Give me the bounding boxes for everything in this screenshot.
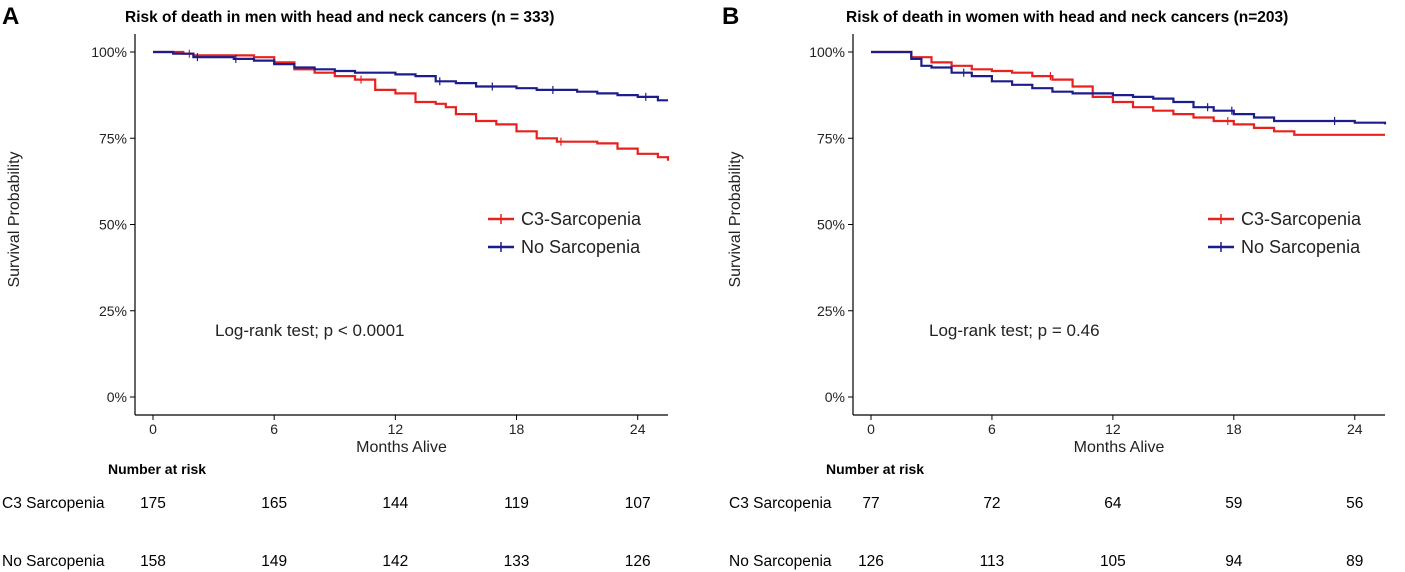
risk-table-value: 175 — [140, 495, 166, 512]
risk-table-value: 107 — [625, 495, 651, 512]
risk-table-title: Number at risk — [108, 461, 206, 477]
risk-table-value: 105 — [1100, 553, 1126, 570]
series-c3-sarcopenia-legend-label: C3-Sarcopenia — [1241, 209, 1362, 229]
x-tick-label: 0 — [867, 421, 875, 437]
panel-letter: B — [722, 3, 739, 30]
x-tick-label: 24 — [630, 421, 646, 437]
series-c3-sarcopenia-legend-label: C3-Sarcopenia — [521, 209, 642, 229]
risk-table-group-label: C3 Sarcopenia — [2, 495, 105, 512]
risk-table-value: 126 — [858, 553, 884, 570]
series-no-sarcopenia-legend-label: No Sarcopenia — [1241, 237, 1361, 257]
log-rank-annotation: Log-rank test; p < 0.0001 — [215, 321, 405, 340]
risk-table-group-label: C3 Sarcopenia — [729, 495, 832, 512]
risk-table-title: Number at risk — [826, 461, 924, 477]
y-tick-label: 25% — [817, 303, 845, 319]
y-tick-label: 75% — [817, 130, 845, 146]
risk-table-value: 142 — [382, 553, 408, 570]
risk-table-value: 64 — [1104, 495, 1122, 512]
x-axis-label: Months Alive — [1074, 439, 1165, 456]
series-c3-sarcopenia-curve — [871, 50, 1385, 136]
x-tick-label: 0 — [149, 421, 157, 437]
risk-table-value: 59 — [1225, 495, 1242, 512]
series-c3-sarcopenia-curve — [153, 50, 670, 161]
x-axis-label: Months Alive — [356, 439, 447, 456]
y-tick-label: 50% — [817, 217, 845, 233]
chart-title: Risk of death in women with head and nec… — [846, 9, 1288, 26]
risk-table-value: 165 — [261, 495, 287, 512]
risk-table-value: 77 — [862, 495, 879, 512]
x-tick-label: 24 — [1347, 421, 1363, 437]
y-tick-label: 100% — [809, 44, 845, 60]
series-no-sarcopenia-curve — [153, 50, 668, 102]
risk-table-value: 144 — [382, 495, 408, 512]
x-tick-label: 12 — [388, 421, 404, 437]
risk-table-value: 89 — [1346, 553, 1363, 570]
series-no-sarcopenia-curve — [871, 50, 1387, 125]
risk-table-value: 113 — [980, 553, 1005, 570]
risk-table-value: 94 — [1225, 553, 1243, 570]
risk-table-group-label: No Sarcopenia — [729, 553, 832, 570]
risk-table-value: 72 — [983, 495, 1000, 512]
panel-letter: A — [2, 3, 19, 30]
y-axis-label: Survival Probability — [727, 151, 744, 287]
y-tick-label: 25% — [99, 303, 127, 319]
x-tick-label: 18 — [1226, 421, 1242, 437]
y-tick-label: 0% — [825, 389, 845, 405]
risk-table-value: 119 — [504, 495, 529, 512]
y-tick-label: 50% — [99, 217, 127, 233]
panel-a: A Risk of death in men with head and neck… — [2, 3, 670, 570]
risk-table-value: 133 — [504, 553, 530, 570]
y-axis-label: Survival Probability — [6, 151, 23, 287]
risk-table-value: 126 — [625, 553, 651, 570]
x-tick-label: 6 — [988, 421, 996, 437]
risk-table-value: 158 — [140, 553, 166, 570]
x-tick-label: 6 — [270, 421, 278, 437]
series-no-sarcopenia-legend-label: No Sarcopenia — [521, 237, 641, 257]
log-rank-annotation: Log-rank test; p = 0.46 — [929, 321, 1100, 340]
y-tick-label: 100% — [91, 44, 127, 60]
y-tick-label: 75% — [99, 130, 127, 146]
x-tick-label: 12 — [1105, 421, 1121, 437]
risk-table-group-label: No Sarcopenia — [2, 553, 105, 570]
risk-table-value: 149 — [261, 553, 287, 570]
chart-title: Risk of death in men with head and neck … — [125, 9, 554, 26]
y-tick-label: 0% — [107, 389, 127, 405]
panel-b: B Risk of death in women with head and ne… — [722, 3, 1387, 570]
risk-table-value: 56 — [1346, 495, 1363, 512]
x-tick-label: 18 — [509, 421, 525, 437]
